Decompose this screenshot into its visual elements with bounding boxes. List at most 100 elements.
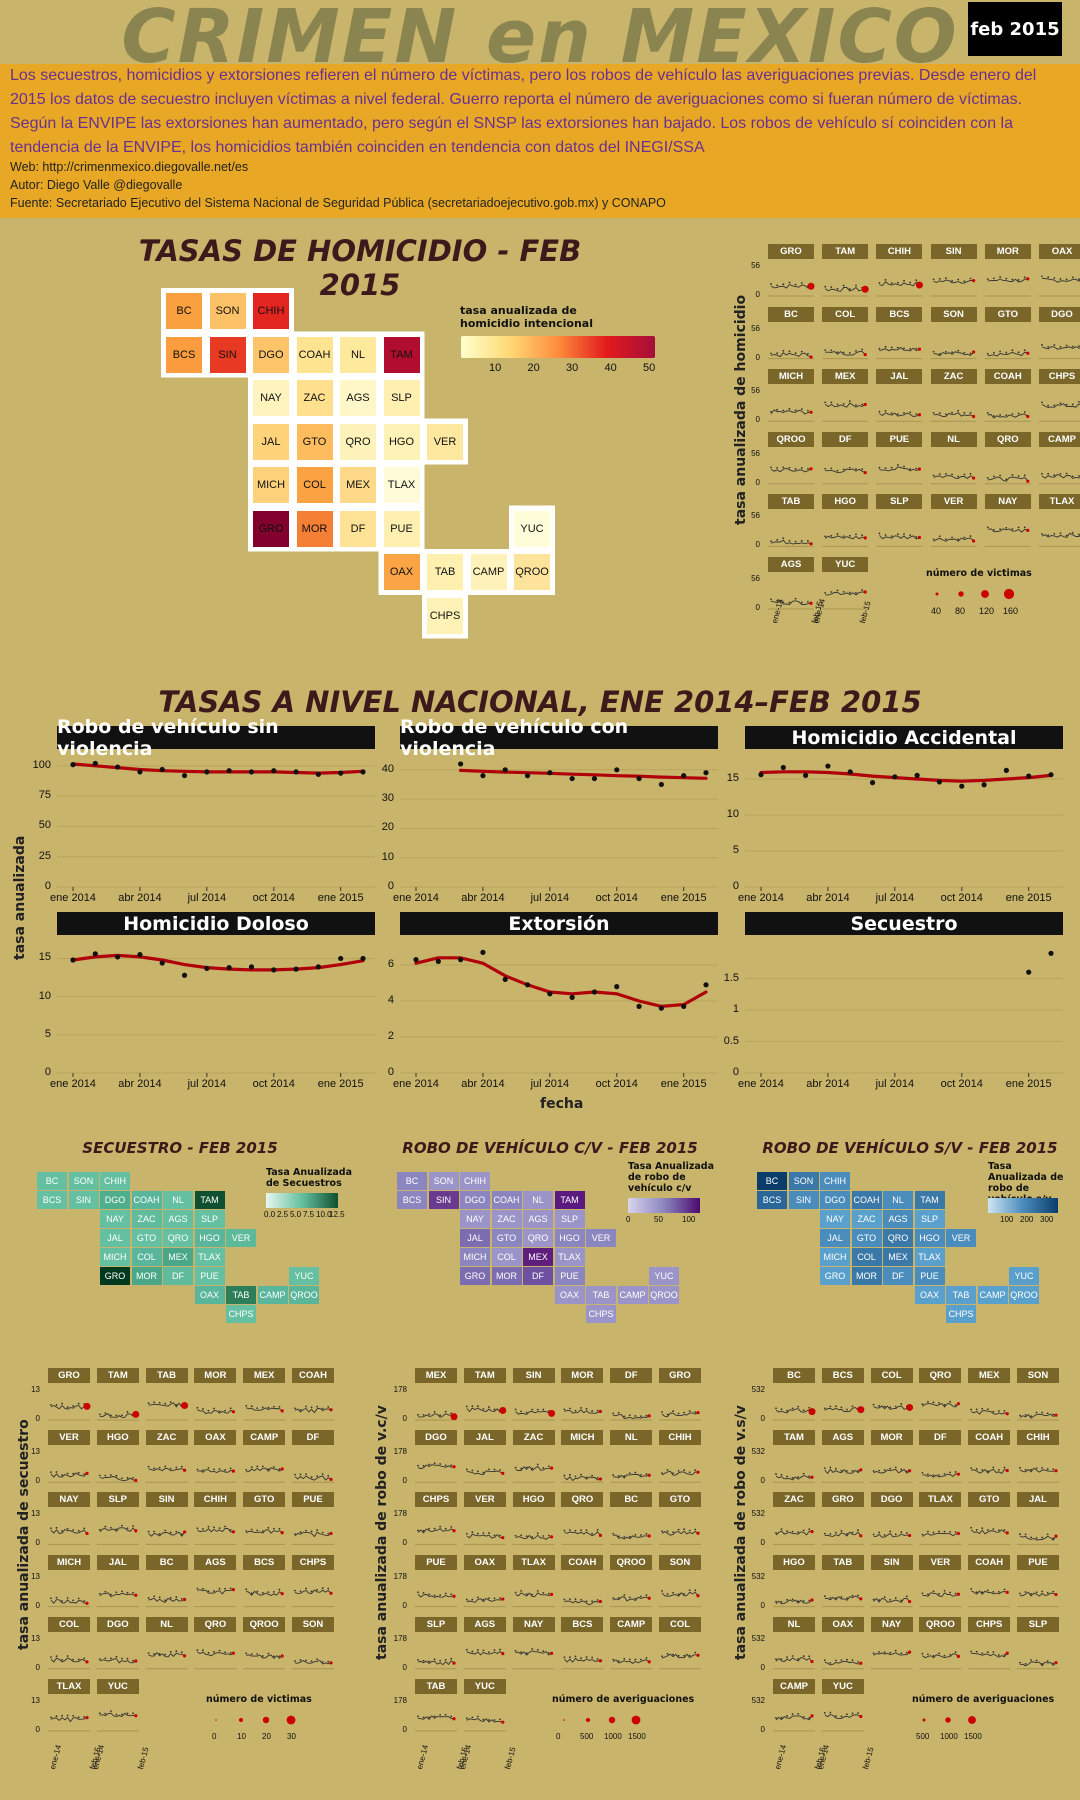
latest-point-col	[85, 1660, 89, 1664]
series-point	[1023, 411, 1026, 413]
series-point	[770, 410, 772, 413]
car_cv-tile-tab: TAB	[586, 1286, 616, 1304]
series-point	[299, 1659, 302, 1661]
series-point	[1005, 414, 1008, 417]
series-point	[855, 404, 857, 407]
series-point	[147, 1402, 150, 1405]
series-point	[1041, 275, 1043, 278]
data-point	[547, 770, 553, 776]
series-point	[321, 1661, 324, 1663]
series-point	[628, 1414, 631, 1417]
car_cv-tile-qro: QRO	[523, 1229, 553, 1247]
size-legend-value: 30	[287, 1732, 296, 1741]
series-line-tam	[824, 286, 866, 292]
size-legend-dot	[935, 592, 939, 596]
series-point	[824, 285, 827, 288]
strip-label-ags: AGS	[768, 557, 814, 572]
series-point	[299, 1531, 302, 1534]
series-point	[77, 1658, 80, 1661]
series-point	[824, 535, 827, 538]
car_cv-tile-yuc: YUC	[649, 1267, 679, 1285]
ytick-label: 20	[381, 821, 394, 834]
series-point	[272, 1405, 275, 1408]
latest-point-hgo	[134, 1478, 138, 1482]
series-point	[147, 1465, 150, 1468]
series-point	[957, 278, 960, 281]
series-point	[213, 1590, 215, 1593]
trend-line	[414, 956, 708, 1009]
series-point	[121, 1713, 123, 1716]
latest-point-dgo	[134, 1659, 138, 1663]
latest-point-sin	[548, 1409, 556, 1417]
ytick-label: 0	[387, 1066, 394, 1078]
series-line-camp	[1041, 473, 1080, 479]
series-point	[121, 1477, 123, 1480]
state-tile-camp: CAMP	[470, 554, 507, 590]
strip-label-gro: GRO	[48, 1368, 90, 1383]
series-point	[207, 1525, 210, 1528]
strip-label-chih: CHIH	[194, 1492, 237, 1508]
series-point	[1017, 412, 1020, 415]
series-point	[147, 1652, 150, 1655]
legend-tick: 50	[654, 1215, 663, 1224]
strip-label-nay: NAY	[984, 494, 1031, 510]
series-point	[305, 1405, 307, 1408]
strip-label-tam: TAM	[822, 244, 869, 259]
series-point	[1041, 344, 1043, 346]
series-point	[321, 1473, 324, 1475]
size-legend-value: 120	[979, 606, 995, 616]
series-point	[488, 1468, 490, 1471]
series-point	[169, 1531, 172, 1534]
web-link[interactable]: Web: http://crimenmexico.diegovalle.net/…	[10, 160, 249, 174]
series-point	[884, 467, 887, 470]
series-point	[121, 1590, 123, 1593]
series-point	[1017, 279, 1020, 281]
xtick-label: ene 2014	[50, 1078, 96, 1090]
series-point	[969, 535, 972, 537]
state-tile-jal: JAL	[253, 423, 289, 460]
series-point	[66, 1597, 69, 1599]
latest-point-qro	[1026, 479, 1030, 483]
series-point	[1017, 526, 1020, 529]
series-point	[310, 1660, 313, 1663]
carcv-legend-bar	[628, 1198, 700, 1213]
series-point	[800, 408, 803, 410]
legend-tick: 12.5	[329, 1210, 345, 1219]
state-tile-gto: GTO	[296, 423, 333, 460]
series-point	[196, 1406, 199, 1409]
kidnap-tile-gto: GTO	[131, 1229, 162, 1247]
series-point	[55, 1526, 58, 1529]
ytick-top: 56	[751, 386, 760, 396]
data-point	[271, 768, 277, 774]
ytick-label: 5	[44, 1027, 51, 1040]
series-point	[229, 1587, 232, 1590]
state-tile-pue: PUE	[383, 510, 420, 547]
kidnap-tile-oax: OAX	[194, 1286, 225, 1304]
series-point	[417, 1464, 419, 1467]
xtick-label: ene 2015	[660, 1078, 707, 1090]
series-point	[842, 351, 845, 354]
latest-point-chps	[329, 1591, 333, 1595]
ytick-bottom: 0	[755, 603, 760, 612]
series-point	[175, 1530, 178, 1533]
strip-label-sin: SIN	[930, 244, 977, 259]
car_cv-tile-qroo: QROO	[649, 1286, 679, 1304]
series-point	[848, 400, 851, 403]
series-line-df	[613, 1414, 650, 1419]
series-point	[836, 589, 839, 592]
series-point	[951, 536, 953, 539]
car_cv-tile-coah: COAH	[491, 1191, 522, 1209]
size-legend-value: 10	[237, 1732, 246, 1741]
data-point	[502, 976, 508, 983]
series-line-nl	[933, 475, 974, 480]
size-legend-dot	[631, 1715, 641, 1725]
series-point	[465, 1468, 468, 1471]
panel-title: Homicidio Accidental	[745, 726, 1063, 749]
carsv-legend-bar	[988, 1198, 1058, 1213]
series-point	[915, 413, 918, 416]
latest-point-qro	[231, 1651, 235, 1655]
state-tile-coah: COAH	[296, 336, 333, 373]
series-line-jal	[466, 1470, 504, 1476]
